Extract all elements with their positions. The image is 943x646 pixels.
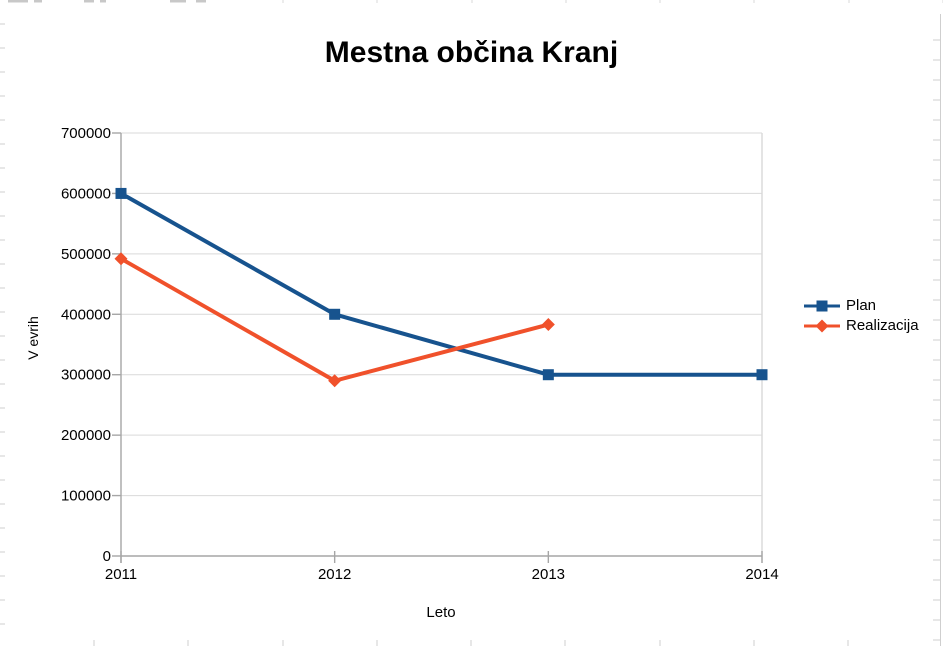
x-tick-label: 2013 [532,566,565,583]
series-marker-plan [542,369,554,381]
y-tick-label: 300000 [61,367,111,384]
series-marker-realizacija [328,374,342,388]
legend-marker-icon [804,319,840,332]
y-tick-label: 100000 [61,488,111,505]
legend-item-realizacija: Realizacija [803,317,919,334]
series-line-plan [119,191,764,377]
y-tick-label: 600000 [61,185,111,202]
y-axis-title: V evrih [25,316,41,360]
legend-label: Realizacija [846,317,919,334]
y-tick-label: 200000 [61,427,111,444]
legend-marker [816,300,828,311]
legend-marker-icon [804,300,840,311]
y-tick-label: 0 [103,548,111,565]
series-marker-plan [115,187,127,199]
legend-item-plan: Plan [803,297,919,314]
legend-label: Plan [846,297,877,314]
spreadsheet-cropped-cell-remnant [100,0,106,3]
spreadsheet-cropped-cell-remnant [84,0,94,3]
spreadsheet-cropped-cell-remnant [34,0,42,3]
y-tick-label: 400000 [61,306,111,323]
series-marker-plan [756,369,768,381]
series-marker-realizacija [114,252,128,266]
legend-marker [815,319,829,332]
x-tick-label: 2011 [105,566,137,583]
chart-legend: Plan Realizacija [803,297,919,334]
y-tick-label: 700000 [61,125,111,142]
chart-title: Mestna občina Kranj [324,36,619,69]
spreadsheet-cropped-cell-remnant [8,0,28,3]
series-marker-plan [329,308,341,320]
x-tick-label: 2012 [318,566,351,583]
y-tick-label: 500000 [61,246,111,263]
x-tick-label: 2014 [745,566,778,583]
x-axis-title: Leto [426,604,456,621]
series-marker-realizacija [541,318,555,332]
spreadsheet-cropped-cell-remnant [196,0,206,3]
spreadsheet-cropped-cell-remnant [170,0,186,3]
